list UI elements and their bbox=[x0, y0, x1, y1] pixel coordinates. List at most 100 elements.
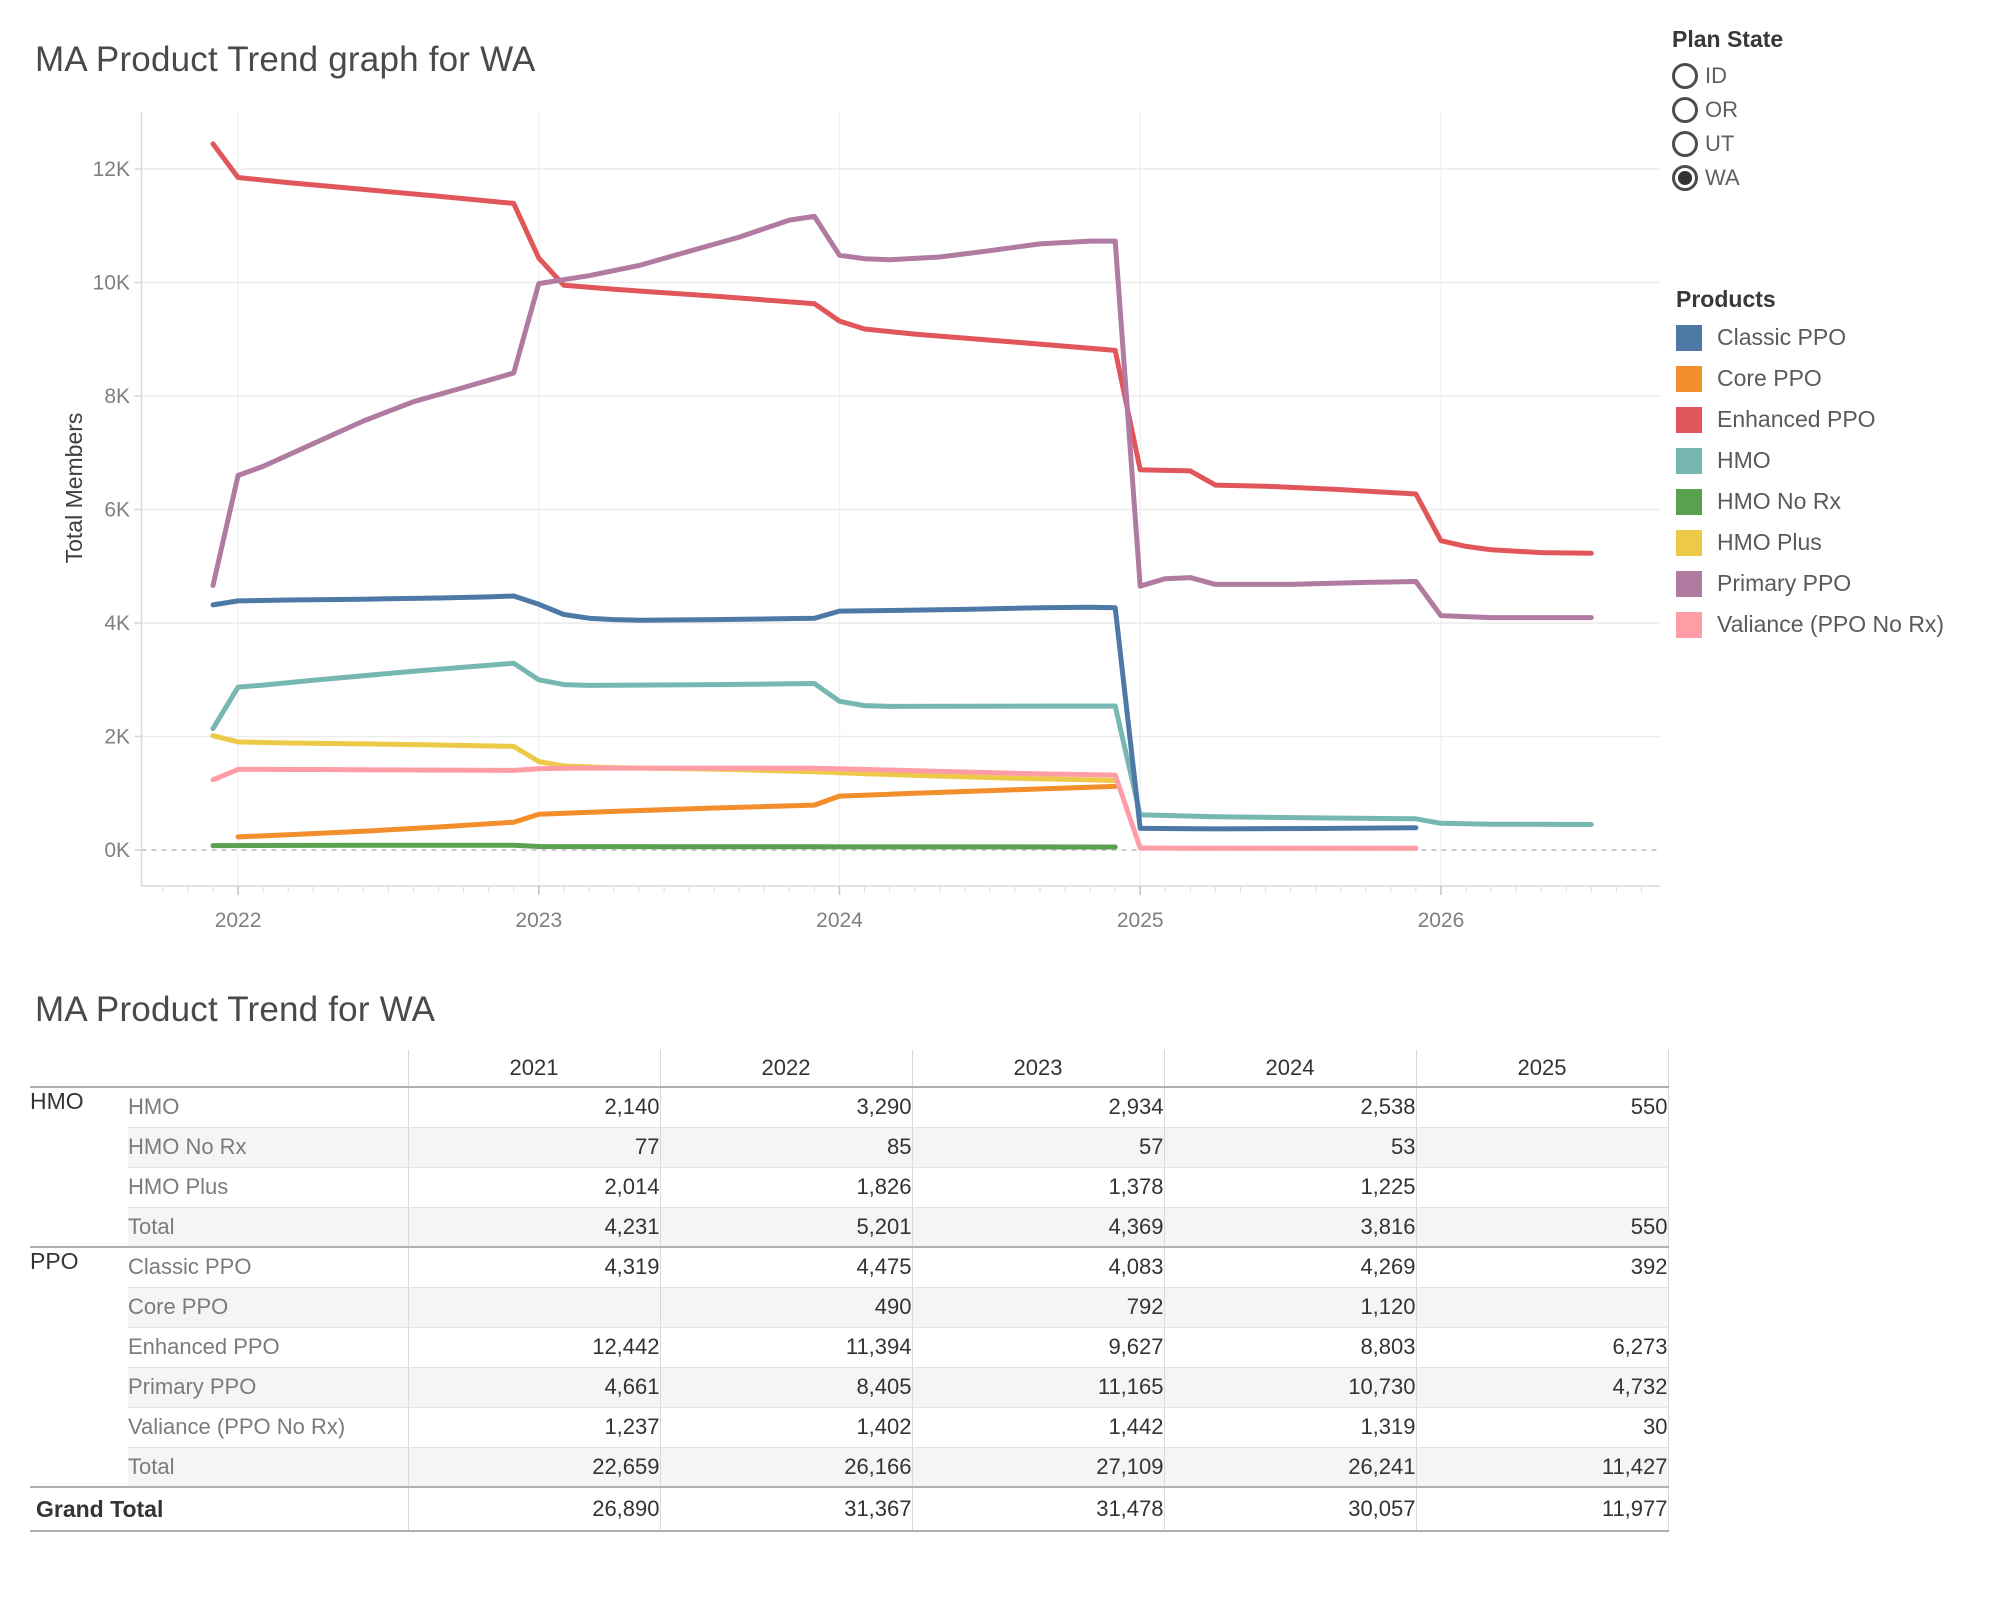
table-value-cell[interactable]: 550 bbox=[1415, 1087, 1669, 1128]
series-line-classic-ppo[interactable] bbox=[210, 593, 1419, 832]
table-value-cell[interactable]: 27,109 bbox=[911, 1447, 1164, 1488]
legend-item-valiance-ppo-no-rx-[interactable]: Valiance (PPO No Rx) bbox=[1676, 604, 1944, 645]
table-value-cell[interactable]: 6,273 bbox=[1415, 1327, 1669, 1368]
table-value-cell[interactable]: 77 bbox=[407, 1127, 660, 1168]
table-value-cell[interactable]: 1,826 bbox=[659, 1167, 912, 1208]
table-product-label: HMO No Rx bbox=[128, 1127, 408, 1168]
table-value-cell[interactable]: 10,730 bbox=[1163, 1367, 1416, 1408]
radio-icon[interactable] bbox=[1672, 165, 1698, 191]
table-row-hmo-no-rx: HMO No Rx 77 85 57 53 bbox=[30, 1127, 1669, 1168]
products-legend: Products Classic PPO Core PPO Enhanced PPO… bbox=[1676, 286, 1944, 645]
table-value-cell[interactable]: 85 bbox=[659, 1127, 912, 1168]
table-product-label: Total bbox=[128, 1447, 408, 1488]
table-value-cell[interactable]: 12,442 bbox=[407, 1327, 660, 1368]
series-line-primary-ppo[interactable] bbox=[210, 213, 1594, 621]
table-value-cell[interactable]: 4,369 bbox=[911, 1207, 1164, 1248]
series-line-hmo-no-rx[interactable] bbox=[210, 842, 1118, 850]
table-value-cell[interactable]: 30 bbox=[1415, 1407, 1669, 1448]
y-axis-tick-label: 0K bbox=[104, 839, 130, 862]
table-value-cell[interactable]: 1,225 bbox=[1163, 1167, 1416, 1208]
table-row-total: Total 22,659 26,166 27,109 26,241 11,427 bbox=[30, 1447, 1669, 1488]
table-corner-cell bbox=[30, 1050, 408, 1088]
legend-item-label: HMO No Rx bbox=[1717, 488, 1841, 514]
table-value-cell[interactable]: 4,231 bbox=[407, 1207, 660, 1248]
table-value-cell[interactable]: 26,241 bbox=[1163, 1447, 1416, 1488]
legend-item-primary-ppo[interactable]: Primary PPO bbox=[1676, 563, 1944, 604]
table-value-cell[interactable] bbox=[1415, 1127, 1669, 1168]
table-value-cell[interactable]: 550 bbox=[1415, 1207, 1669, 1248]
table-value-cell[interactable]: 11,165 bbox=[911, 1367, 1164, 1408]
grand-total-value-cell[interactable]: 31,478 bbox=[911, 1486, 1164, 1532]
table-value-cell[interactable]: 26,166 bbox=[659, 1447, 912, 1488]
legend-item-enhanced-ppo[interactable]: Enhanced PPO bbox=[1676, 399, 1944, 440]
table-value-cell[interactable]: 1,237 bbox=[407, 1407, 660, 1448]
table-value-cell[interactable]: 9,627 bbox=[911, 1327, 1164, 1368]
table-value-cell[interactable] bbox=[1415, 1287, 1669, 1328]
grand-total-value-cell[interactable]: 30,057 bbox=[1163, 1486, 1416, 1532]
legend-color-swatch bbox=[1676, 406, 1702, 433]
table-value-cell[interactable]: 57 bbox=[911, 1127, 1164, 1168]
table-value-cell[interactable]: 3,816 bbox=[1163, 1207, 1416, 1248]
table-value-cell[interactable]: 5,201 bbox=[659, 1207, 912, 1248]
x-axis-tick-label: 2025 bbox=[1117, 909, 1164, 932]
table-value-cell[interactable]: 53 bbox=[1163, 1127, 1416, 1168]
radio-icon[interactable] bbox=[1672, 131, 1698, 157]
plan-state-option-OR[interactable]: OR bbox=[1672, 93, 1783, 127]
series-line-valiance-ppo-no-rx-[interactable] bbox=[210, 765, 1419, 851]
legend-item-core-ppo[interactable]: Core PPO bbox=[1676, 358, 1944, 399]
table-value-cell[interactable]: 8,803 bbox=[1163, 1327, 1416, 1368]
x-axis-tick-label: 2023 bbox=[515, 909, 562, 932]
table-value-cell[interactable] bbox=[407, 1287, 660, 1328]
table-value-cell[interactable]: 4,475 bbox=[659, 1246, 912, 1288]
series-line-enhanced-ppo[interactable] bbox=[210, 141, 1594, 556]
table-value-cell[interactable]: 2,140 bbox=[407, 1087, 660, 1128]
plan-state-option-label: ID bbox=[1705, 63, 1727, 88]
table-product-label: Enhanced PPO bbox=[128, 1327, 408, 1368]
table-value-cell[interactable]: 2,014 bbox=[407, 1167, 660, 1208]
table-value-cell[interactable]: 4,732 bbox=[1415, 1367, 1669, 1408]
table-value-cell[interactable]: 11,427 bbox=[1415, 1447, 1669, 1488]
y-axis-tick-label: 10K bbox=[93, 272, 130, 295]
grand-total-value-cell[interactable]: 11,977 bbox=[1415, 1486, 1669, 1532]
grand-total-value-cell[interactable]: 31,367 bbox=[659, 1486, 912, 1532]
legend-color-swatch bbox=[1676, 488, 1702, 515]
table-value-cell[interactable]: 4,269 bbox=[1163, 1246, 1416, 1288]
legend-item-hmo[interactable]: HMO bbox=[1676, 440, 1944, 481]
table-value-cell[interactable]: 1,442 bbox=[911, 1407, 1164, 1448]
table-value-cell[interactable]: 1,120 bbox=[1163, 1287, 1416, 1328]
radio-icon[interactable] bbox=[1672, 63, 1698, 89]
y-axis-title: Total Members bbox=[61, 413, 87, 564]
table-value-cell[interactable]: 392 bbox=[1415, 1246, 1669, 1288]
grand-total-value-cell[interactable]: 26,890 bbox=[407, 1486, 660, 1532]
legend-item-classic-ppo[interactable]: Classic PPO bbox=[1676, 317, 1944, 358]
table-value-cell[interactable]: 22,659 bbox=[407, 1447, 660, 1488]
series-line-hmo[interactable] bbox=[210, 660, 1594, 827]
table-value-cell[interactable]: 1,378 bbox=[911, 1167, 1164, 1208]
plan-state-option-WA[interactable]: WA bbox=[1672, 161, 1783, 195]
table-value-cell[interactable]: 4,083 bbox=[911, 1246, 1164, 1288]
legend-item-hmo-plus[interactable]: HMO Plus bbox=[1676, 522, 1944, 563]
table-value-cell[interactable]: 2,934 bbox=[911, 1087, 1164, 1128]
table-value-cell[interactable]: 4,661 bbox=[407, 1367, 660, 1408]
table-value-cell[interactable]: 490 bbox=[659, 1287, 912, 1328]
table-value-cell[interactable]: 3,290 bbox=[659, 1087, 912, 1128]
legend-color-swatch bbox=[1676, 611, 1702, 638]
table-value-cell[interactable]: 4,319 bbox=[407, 1246, 660, 1288]
table-value-cell[interactable]: 8,405 bbox=[659, 1367, 912, 1408]
trend-table: 2021 2022 2023 2024 2025 HMO HMO 2,140 3,290 2,9… bbox=[30, 1050, 1669, 1532]
table-value-cell[interactable]: 792 bbox=[911, 1287, 1164, 1328]
table-value-cell[interactable]: 1,319 bbox=[1163, 1407, 1416, 1448]
table-value-cell[interactable]: 1,402 bbox=[659, 1407, 912, 1448]
plan-state-option-ID[interactable]: ID bbox=[1672, 59, 1783, 93]
legend-item-label: Classic PPO bbox=[1717, 324, 1847, 350]
legend-item-hmo-no-rx[interactable]: HMO No Rx bbox=[1676, 481, 1944, 522]
table-product-label: Valiance (PPO No Rx) bbox=[128, 1407, 408, 1448]
table-year-header: 2023 bbox=[911, 1050, 1164, 1088]
table-value-cell[interactable]: 11,394 bbox=[659, 1327, 912, 1368]
plan-state-options: ID OR UT WA bbox=[1672, 59, 1783, 195]
plan-state-option-UT[interactable]: UT bbox=[1672, 127, 1783, 161]
table-value-cell[interactable]: 2,538 bbox=[1163, 1087, 1416, 1128]
series-line-core-ppo[interactable] bbox=[235, 783, 1118, 840]
table-value-cell[interactable] bbox=[1415, 1167, 1669, 1208]
radio-icon[interactable] bbox=[1672, 97, 1698, 123]
